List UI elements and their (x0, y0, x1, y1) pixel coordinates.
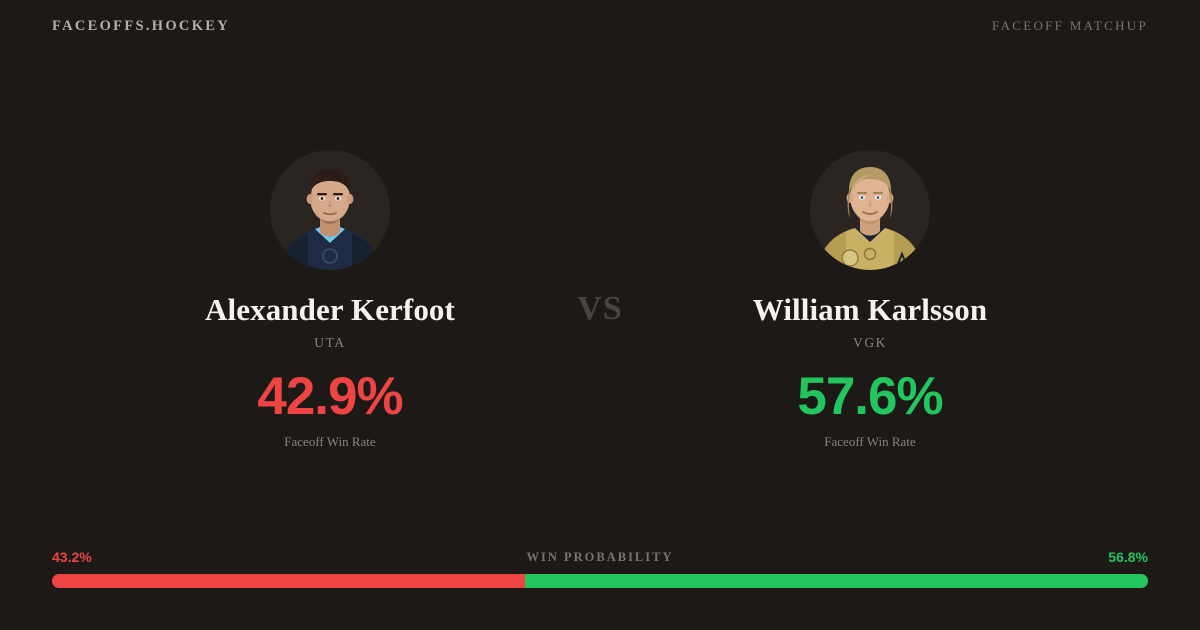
player-win-rate-label-left: Faceoff Win Rate (284, 434, 376, 449)
win-probability-bar-right-segment (525, 574, 1148, 588)
player-team-left: UTA (314, 335, 346, 350)
win-probability-bar-left-segment (52, 574, 526, 588)
player-card-left[interactable]: Alexander Kerfoot UTA 42.9% Faceoff Win … (120, 150, 540, 450)
player-headshot-right (810, 150, 930, 270)
player-win-rate-right: 57.6% (797, 367, 943, 426)
player-name-right: William Karlsson (752, 292, 988, 327)
win-probability-title: WIN PROBABILITY (526, 550, 674, 564)
header-tagline: FACEOFF MATCHUP (992, 18, 1148, 33)
vs-divider: VS (577, 290, 623, 327)
win-probability-left-value: 43.2% (52, 549, 92, 565)
player-card-right[interactable]: William Karlsson VGK 57.6% Faceoff Win R… (660, 150, 1080, 450)
win-probability-values: 43.2% WIN PROBABILITY 56.8% (52, 549, 1148, 565)
player-name-left: Alexander Kerfoot (205, 292, 455, 327)
player-win-rate-left: 42.9% (257, 367, 403, 426)
site-brand[interactable]: FACEOFFS.HOCKEY (52, 17, 231, 34)
page-header: FACEOFFS.HOCKEY FACEOFF MATCHUP (0, 0, 1200, 52)
matchup-section: Alexander Kerfoot UTA 42.9% Faceoff Win … (0, 150, 1200, 450)
win-probability-bar[interactable] (52, 574, 1148, 588)
win-probability-section: 43.2% WIN PROBABILITY 56.8% (52, 549, 1148, 588)
win-probability-right-value: 56.8% (1108, 549, 1148, 565)
player-win-rate-label-right: Faceoff Win Rate (824, 434, 916, 449)
player-team-right: VGK (852, 335, 888, 350)
player-headshot-left (270, 150, 390, 270)
